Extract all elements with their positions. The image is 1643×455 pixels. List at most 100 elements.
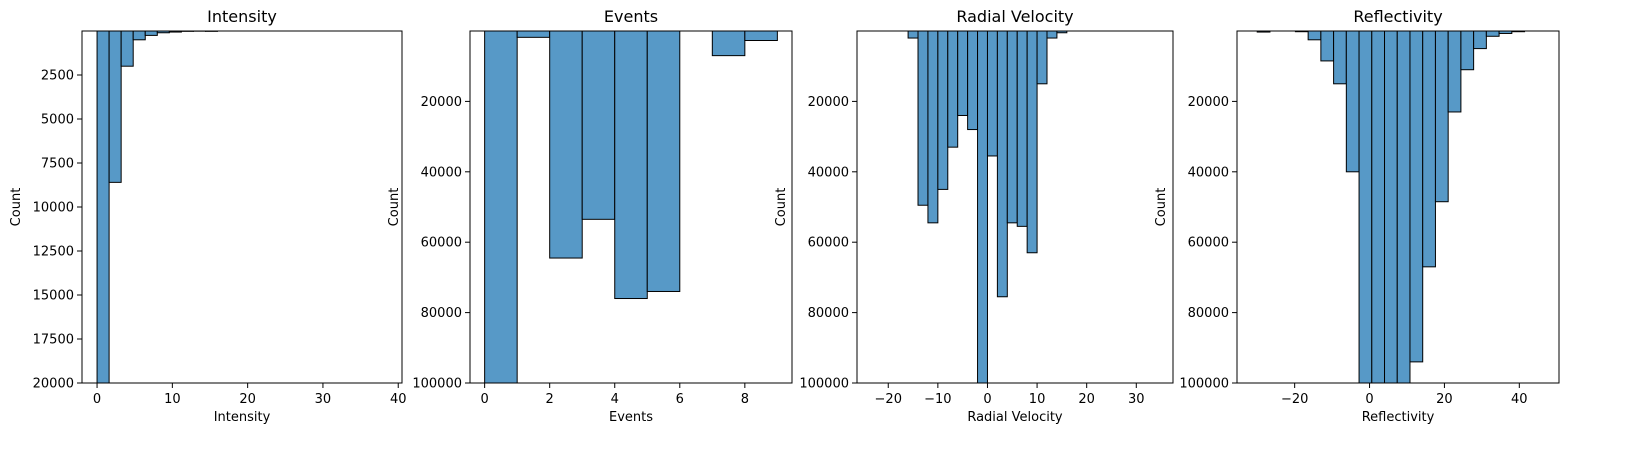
y-tick-label: 20000 (808, 95, 849, 110)
histogram-bar (1409, 30, 1424, 363)
histogram-bar (1485, 30, 1500, 37)
histogram-bar (907, 30, 919, 39)
y-axis-label: Count (1154, 188, 1169, 227)
histogram-bar (516, 30, 551, 38)
y-axis-label: Count (774, 188, 789, 227)
histogram-bar (927, 30, 939, 224)
histogram-bar (108, 30, 122, 183)
y-tick-label: 80000 (421, 306, 462, 321)
histogram-bar (614, 30, 648, 300)
y-tick-label: 100000 (799, 377, 849, 392)
chart-panel-2: 0 2 4 6 8 20000 40000 60000 80000 100000 Events Eve… (387, 7, 793, 425)
y-tick-label: 100000 (1179, 377, 1229, 392)
x-tick-label: 6 (676, 392, 684, 407)
x-axis-label: Intensity (214, 410, 271, 425)
y-tick-label: 20000 (421, 95, 462, 110)
histogram-bar (1396, 30, 1411, 384)
chart-title: Radial Velocity (956, 7, 1073, 26)
chart-title: Events (604, 7, 658, 26)
x-tick-label: −10 (924, 392, 951, 407)
y-axis-label: Count (9, 188, 24, 227)
y-tick-label: 60000 (421, 236, 462, 251)
histogram-bar (1345, 30, 1360, 173)
histogram-bar (1447, 30, 1462, 113)
histogram-bar (986, 30, 998, 157)
histogram-bar (711, 30, 746, 57)
chart-panel-4: −20 0 20 40 20000 40000 60000 80000 100000 Reflec… (1154, 7, 1560, 425)
histogram-bar (977, 30, 988, 384)
histogram-bar (1036, 30, 1048, 85)
histogram-bar (967, 30, 979, 131)
y-tick-label: 20000 (33, 377, 74, 392)
histogram-bar (947, 30, 959, 148)
chart-panel-3: −20 −10 0 10 20 30 20000 40000 60000 80000 100000 R… (774, 7, 1174, 425)
histogram-bar (1358, 30, 1373, 384)
histogram-bar (1046, 30, 1058, 39)
histogram-bar (1473, 30, 1487, 50)
histogram-bar (549, 30, 583, 259)
histogram-bar (1026, 30, 1038, 254)
histogram-bar (96, 30, 110, 384)
y-tick-label: 60000 (808, 236, 849, 251)
histogram-bar (1016, 30, 1028, 227)
histogram-bar (996, 30, 1008, 298)
y-tick-label: 7500 (41, 157, 74, 172)
chart-panel-1: 0 10 20 30 40 2500 5000 7500 10000 12500 15000 1750… (9, 7, 407, 425)
y-tick-label: 80000 (808, 306, 849, 321)
histogram-bar (581, 30, 616, 220)
axes-frame (469, 30, 793, 384)
y-tick-label: 17500 (33, 333, 74, 348)
x-tick-label: 10 (1029, 392, 1046, 407)
x-axis-label: Events (609, 410, 653, 425)
x-tick-label: 8 (741, 392, 749, 407)
y-tick-label: 60000 (1188, 236, 1229, 251)
y-tick-label: 40000 (808, 165, 849, 180)
histogram-bar (1006, 30, 1018, 224)
x-tick-label: 2 (546, 392, 554, 407)
histogram-bar (1460, 30, 1475, 71)
x-axis-label: Reflectivity (1362, 410, 1435, 425)
histogram-bar (744, 30, 778, 42)
histogram-bar (1371, 30, 1386, 384)
y-tick-label: 2500 (41, 69, 74, 84)
y-tick-label: 15000 (33, 289, 74, 304)
x-tick-label: 20 (239, 392, 256, 407)
x-tick-label: 40 (390, 392, 407, 407)
histogram-bar (1307, 30, 1322, 41)
x-tick-label: 20 (1078, 392, 1095, 407)
histogram-bar (1333, 30, 1347, 85)
y-axis-label: Count (387, 188, 402, 227)
y-tick-label: 20000 (1188, 95, 1229, 110)
histogram-bar (484, 30, 518, 384)
y-tick-label: 12500 (33, 245, 74, 260)
histogram-bar (144, 30, 158, 36)
y-tick-label: 5000 (41, 113, 74, 128)
x-tick-label: 0 (480, 392, 488, 407)
histogram-bar (1384, 30, 1398, 384)
histogram-bar (132, 30, 146, 41)
histogram-bar (937, 30, 949, 190)
x-tick-label: 0 (1365, 392, 1373, 407)
histogram-bar (1320, 30, 1335, 62)
axes-frame (856, 30, 1174, 384)
y-tick-label: 10000 (33, 201, 74, 216)
histogram-bar (1434, 30, 1449, 203)
histogram-bar (1422, 30, 1436, 268)
x-tick-label: 30 (1128, 392, 1145, 407)
histogram-bar (917, 30, 929, 206)
axes-frame (81, 30, 403, 384)
axes-frame (1236, 30, 1560, 384)
x-tick-label: 40 (1511, 392, 1528, 407)
y-tick-label: 80000 (1188, 306, 1229, 321)
histogram-bar (120, 30, 134, 67)
x-tick-label: 0 (93, 392, 101, 407)
x-tick-label: −20 (1281, 392, 1308, 407)
chart-title: Reflectivity (1353, 7, 1442, 26)
histogram-bar (646, 30, 681, 292)
x-tick-label: 20 (1436, 392, 1453, 407)
x-tick-label: 4 (611, 392, 619, 407)
y-tick-label: 40000 (421, 165, 462, 180)
x-tick-label: 0 (983, 392, 991, 407)
x-tick-label: −20 (875, 392, 902, 407)
